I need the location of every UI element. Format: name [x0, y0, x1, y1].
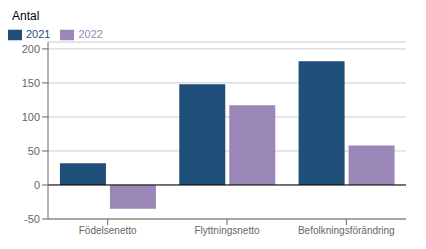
svg-text:-50: -50: [24, 213, 40, 225]
html-text:2022: 2022: [78, 28, 103, 40]
svg-text:200: 200: [22, 43, 40, 55]
svg-text:150: 150: [22, 77, 40, 89]
svg-text:Befolkningsförändring: Befolkningsförändring: [298, 225, 395, 236]
svg-text:50: 50: [28, 145, 40, 157]
svg-text:0: 0: [34, 179, 40, 191]
html-text:Antal: Antal: [12, 9, 40, 23]
svg-text:Födelsenetto: Födelsenetto: [79, 225, 137, 236]
svg-text:Flyttningsnetto: Flyttningsnetto: [194, 225, 259, 236]
svg-text:100: 100: [22, 111, 40, 123]
html-text:2021: 2021: [26, 28, 51, 40]
